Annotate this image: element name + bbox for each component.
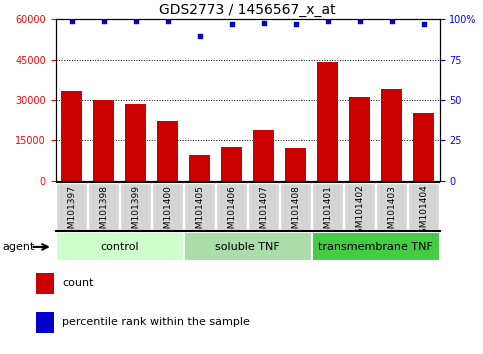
FancyBboxPatch shape [184, 233, 312, 261]
Text: GSM101402: GSM101402 [355, 185, 364, 239]
Point [132, 18, 140, 24]
FancyBboxPatch shape [56, 233, 184, 261]
Bar [93, 100, 114, 181]
Point [292, 22, 299, 27]
Bar [125, 104, 146, 181]
Bar [413, 113, 434, 181]
Bar [36, 273, 54, 294]
Bar [253, 130, 274, 181]
Bar [189, 155, 210, 181]
FancyBboxPatch shape [344, 183, 375, 230]
FancyBboxPatch shape [312, 233, 440, 261]
Point [68, 18, 75, 24]
Text: GSM101397: GSM101397 [67, 185, 76, 240]
FancyBboxPatch shape [152, 183, 184, 230]
FancyBboxPatch shape [120, 183, 151, 230]
FancyBboxPatch shape [184, 183, 215, 230]
FancyBboxPatch shape [248, 183, 279, 230]
Text: GSM101406: GSM101406 [227, 185, 236, 240]
Text: count: count [62, 278, 94, 288]
FancyBboxPatch shape [56, 183, 87, 230]
Title: GDS2773 / 1456567_x_at: GDS2773 / 1456567_x_at [159, 3, 336, 17]
Text: soluble TNF: soluble TNF [215, 242, 280, 252]
Text: control: control [100, 242, 139, 252]
Point [196, 33, 203, 39]
Bar [317, 62, 338, 181]
Bar [36, 312, 54, 333]
FancyBboxPatch shape [312, 183, 343, 230]
Point [388, 18, 396, 24]
FancyBboxPatch shape [88, 183, 119, 230]
Text: transmembrane TNF: transmembrane TNF [318, 242, 433, 252]
Point [260, 20, 268, 25]
FancyBboxPatch shape [216, 183, 247, 230]
Point [227, 22, 235, 27]
Point [164, 18, 171, 24]
Bar [285, 148, 306, 181]
Text: GSM101400: GSM101400 [163, 185, 172, 240]
Text: GSM101407: GSM101407 [259, 185, 268, 240]
Bar [157, 121, 178, 181]
Text: GSM101403: GSM101403 [387, 185, 396, 240]
Point [355, 18, 363, 24]
Text: GSM101399: GSM101399 [131, 185, 140, 240]
Text: agent: agent [3, 242, 35, 252]
FancyBboxPatch shape [376, 183, 407, 230]
Text: GSM101405: GSM101405 [195, 185, 204, 240]
FancyBboxPatch shape [408, 183, 440, 230]
Text: GSM101408: GSM101408 [291, 185, 300, 240]
Point [324, 18, 331, 24]
Text: GSM101401: GSM101401 [323, 185, 332, 240]
Bar [381, 89, 402, 181]
Bar [349, 97, 370, 181]
Bar [221, 147, 242, 181]
Point [99, 18, 107, 24]
Text: GSM101404: GSM101404 [419, 185, 428, 239]
Text: percentile rank within the sample: percentile rank within the sample [62, 317, 250, 327]
Bar [61, 91, 82, 181]
Text: GSM101398: GSM101398 [99, 185, 108, 240]
Point [420, 22, 427, 27]
FancyBboxPatch shape [280, 183, 312, 230]
